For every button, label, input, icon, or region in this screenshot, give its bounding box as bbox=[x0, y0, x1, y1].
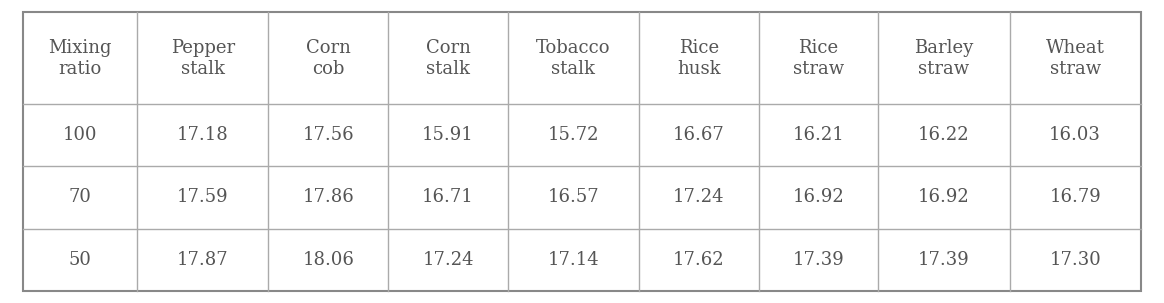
Text: 16.79: 16.79 bbox=[1049, 188, 1101, 207]
Text: 18.06: 18.06 bbox=[303, 251, 354, 269]
Text: 16.71: 16.71 bbox=[423, 188, 474, 207]
Text: 17.59: 17.59 bbox=[177, 188, 228, 207]
Text: Pepper
stalk: Pepper stalk bbox=[171, 39, 235, 78]
Text: 17.62: 17.62 bbox=[673, 251, 725, 269]
Text: 17.56: 17.56 bbox=[303, 126, 354, 144]
Text: 17.14: 17.14 bbox=[547, 251, 599, 269]
Text: Wheat
straw: Wheat straw bbox=[1045, 39, 1105, 78]
Text: 100: 100 bbox=[63, 126, 98, 144]
Text: Tobacco
stalk: Tobacco stalk bbox=[537, 39, 611, 78]
Text: 17.87: 17.87 bbox=[177, 251, 228, 269]
Text: Mixing
ratio: Mixing ratio bbox=[49, 39, 112, 78]
Text: 17.39: 17.39 bbox=[918, 251, 970, 269]
Text: 17.86: 17.86 bbox=[303, 188, 354, 207]
Text: 16.03: 16.03 bbox=[1049, 126, 1101, 144]
Text: 16.22: 16.22 bbox=[918, 126, 970, 144]
Text: 16.21: 16.21 bbox=[793, 126, 844, 144]
Text: 16.57: 16.57 bbox=[547, 188, 599, 207]
Text: 17.24: 17.24 bbox=[423, 251, 474, 269]
Text: 17.24: 17.24 bbox=[673, 188, 725, 207]
Text: 50: 50 bbox=[69, 251, 92, 269]
Text: 17.18: 17.18 bbox=[177, 126, 229, 144]
Text: 17.30: 17.30 bbox=[1049, 251, 1101, 269]
Text: 16.92: 16.92 bbox=[918, 188, 970, 207]
Text: 70: 70 bbox=[69, 188, 92, 207]
Text: 17.39: 17.39 bbox=[793, 251, 844, 269]
Text: 15.91: 15.91 bbox=[423, 126, 474, 144]
Text: 16.67: 16.67 bbox=[673, 126, 725, 144]
Text: 15.72: 15.72 bbox=[548, 126, 599, 144]
Text: Rice
straw: Rice straw bbox=[793, 39, 844, 78]
Text: 16.92: 16.92 bbox=[793, 188, 844, 207]
Text: Corn
cob: Corn cob bbox=[306, 39, 350, 78]
Text: Barley
straw: Barley straw bbox=[915, 39, 973, 78]
Text: Rice
husk: Rice husk bbox=[677, 39, 721, 78]
Text: Corn
stalk: Corn stalk bbox=[426, 39, 470, 78]
